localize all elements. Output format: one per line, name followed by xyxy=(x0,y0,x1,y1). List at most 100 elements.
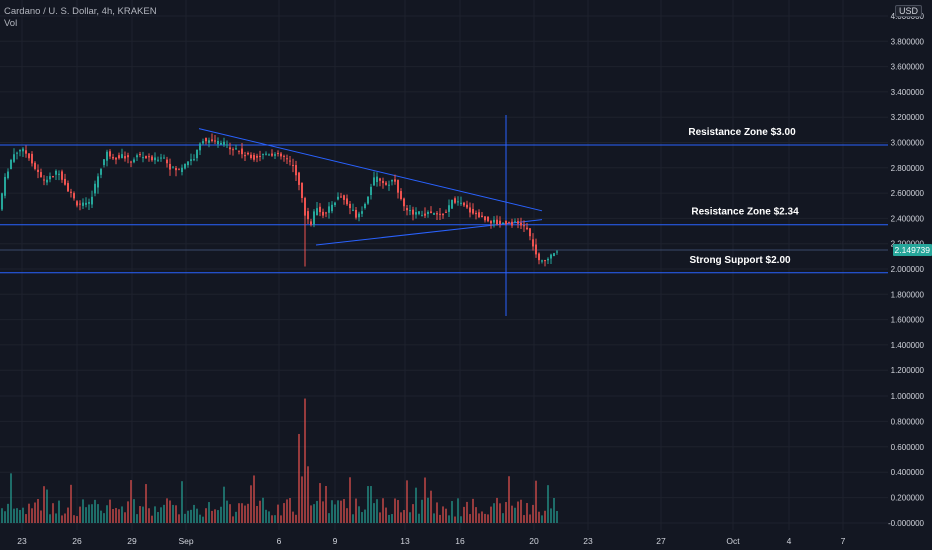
candle-body xyxy=(91,196,93,205)
volume-bar xyxy=(457,498,459,523)
volume-bar xyxy=(115,507,117,523)
volume-bar xyxy=(466,501,468,523)
volume-bar xyxy=(253,475,255,523)
candle-body xyxy=(217,141,219,145)
candle-body xyxy=(505,220,507,225)
candle-body xyxy=(142,157,144,159)
volume-bar xyxy=(160,507,162,523)
candle-body xyxy=(445,211,447,213)
price-tick-label: 3.200000 xyxy=(891,113,925,122)
candle-body xyxy=(10,159,12,170)
volume-bar xyxy=(187,510,189,523)
candle-body xyxy=(367,196,369,204)
volume-bar xyxy=(505,502,507,523)
volume-bar xyxy=(349,477,351,523)
volume-bar xyxy=(37,498,39,523)
candle-body xyxy=(415,212,417,215)
ascending-trendline xyxy=(315,219,543,246)
volume-bar xyxy=(478,513,480,523)
volume-bar xyxy=(340,500,342,523)
volume-bar xyxy=(532,504,534,523)
volume-bar xyxy=(409,512,411,523)
volume-bar xyxy=(286,499,288,523)
symbol-title: Cardano / U. S. Dollar, 4h, KRAKEN xyxy=(4,6,157,17)
candle-body xyxy=(322,211,324,216)
price-axis: 4.0000003.8000003.6000003.4000003.200000… xyxy=(888,12,925,528)
volume-bar xyxy=(490,506,492,523)
volume-bar xyxy=(451,501,453,523)
volume-bar xyxy=(418,513,420,523)
volume-bar xyxy=(367,486,369,523)
volume-bar xyxy=(529,514,531,523)
candle-body xyxy=(454,198,456,203)
volume-bar xyxy=(133,499,135,523)
descending-trendline xyxy=(198,128,543,212)
candle-body xyxy=(352,209,354,211)
candle-body xyxy=(181,167,183,173)
volume-bar xyxy=(304,398,306,523)
volume-bar xyxy=(463,506,465,523)
candle-body xyxy=(544,260,546,262)
candle-body xyxy=(388,184,390,186)
volume-bar xyxy=(241,503,243,523)
volume-bar xyxy=(256,506,258,523)
currency-button[interactable]: USD xyxy=(894,5,922,17)
candle-body xyxy=(13,154,15,162)
candle-body xyxy=(187,161,189,166)
candle-body xyxy=(163,157,165,159)
candle-body xyxy=(211,139,213,141)
candle-body xyxy=(148,156,150,158)
candle-body xyxy=(52,176,54,178)
volume-bar xyxy=(31,508,33,523)
candle-body xyxy=(130,161,132,163)
volume-bar xyxy=(145,484,147,523)
price-tick-label: 3.800000 xyxy=(891,37,925,46)
volume-bar xyxy=(139,506,141,523)
candle-body xyxy=(472,209,474,214)
candle-body xyxy=(265,153,267,155)
candle-body xyxy=(190,159,192,161)
candle-body xyxy=(115,157,117,160)
candle-body xyxy=(49,176,51,180)
candle-body xyxy=(547,258,549,261)
candle-body xyxy=(82,202,84,206)
candle-body xyxy=(25,150,27,154)
candle-body xyxy=(7,171,9,179)
volume-bar xyxy=(544,510,546,523)
volume-bar xyxy=(19,509,21,523)
volume-bar xyxy=(262,497,264,523)
volume-bar xyxy=(445,508,447,523)
candle-body xyxy=(325,212,327,214)
candle-body xyxy=(271,153,273,156)
volume-bar xyxy=(499,503,501,523)
candle-body xyxy=(358,213,360,218)
volume-bar xyxy=(250,485,252,523)
volume-bar xyxy=(325,486,327,523)
volume-tick-label: 0.800000 xyxy=(891,417,925,426)
candle-body xyxy=(481,215,483,218)
candle-body xyxy=(175,167,177,171)
price-tick-label: 2.000000 xyxy=(891,265,925,274)
volume-bar xyxy=(76,516,78,523)
volume-bar xyxy=(82,499,84,523)
volume-bar xyxy=(247,503,249,523)
volume-bar xyxy=(52,503,54,523)
candle-body xyxy=(337,196,339,200)
volume-bar xyxy=(61,515,63,523)
volume-bar xyxy=(55,513,57,523)
candle-body xyxy=(184,163,186,169)
volume-bar xyxy=(181,481,183,523)
time-tick-label: 20 xyxy=(529,536,539,546)
volume-bar xyxy=(400,512,402,523)
candle-body xyxy=(199,143,201,151)
candle-body xyxy=(400,191,402,200)
volume-bar xyxy=(373,503,375,523)
volume-bar xyxy=(184,513,186,523)
candle-body xyxy=(307,211,309,220)
candle-body xyxy=(61,171,63,180)
candle-body xyxy=(331,204,333,212)
volume-bar xyxy=(229,504,231,523)
candle-body xyxy=(262,153,264,155)
volume-bar xyxy=(364,509,366,523)
